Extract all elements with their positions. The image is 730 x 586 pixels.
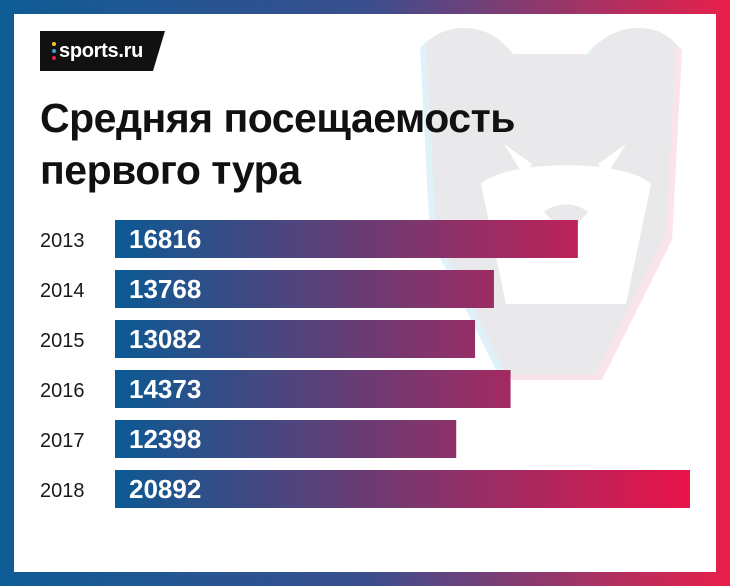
logo-text: sports.ru [59,39,143,62]
logo-dots-icon [52,42,56,60]
bar-value-label: 13082 [129,324,201,354]
bar [115,420,457,458]
year-label: 2013 [40,230,85,252]
bar-value-label: 12398 [129,424,201,454]
bar-value-label: 13768 [129,274,201,304]
year-label: 2016 [40,380,85,402]
logo-dot-3 [52,56,56,60]
bar [115,320,476,358]
bar [115,370,511,408]
logo-dot-1 [52,42,56,46]
bar [115,270,494,308]
year-label: 2017 [40,430,85,452]
bar [115,220,578,258]
chart-title-line-2: первого тура [40,147,301,193]
chart-title: Средняя посещаемость первого тура [40,92,515,196]
bar-chart: 2013 16816 2014 13768 2015 13082 2016 14373 2017… [40,220,690,508]
year-label: 2015 [40,330,85,352]
bar-value-label: 20892 [129,474,201,504]
infographic-card: sports.ru Средняя посещаемость первого т… [14,14,716,572]
bar [115,470,690,508]
bar-value-label: 14373 [129,374,201,404]
year-label: 2014 [40,280,85,302]
sports-ru-logo: sports.ru [40,31,165,71]
chart-title-line-1: Средняя посещаемость [40,95,515,141]
logo-dot-2 [52,49,56,53]
year-label: 2018 [40,480,85,502]
bar-value-label: 16816 [129,224,201,254]
